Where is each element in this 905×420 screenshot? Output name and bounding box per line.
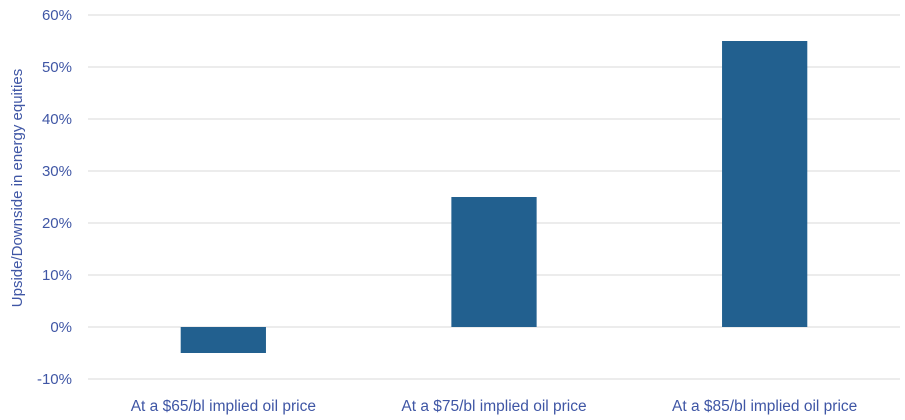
bars (180, 41, 808, 353)
y-tick-label: 0% (50, 319, 72, 336)
y-tick-label: 20% (42, 215, 72, 232)
x-axis-category-labels: At a $65/bl implied oil price At a $75/bl… (131, 398, 858, 415)
y-axis-label: Upside/Downside in energy equities (9, 69, 26, 307)
bar-1 (180, 327, 266, 353)
x-category-label: At a $65/bl implied oil price (131, 398, 316, 415)
y-tick-label: 50% (42, 59, 72, 76)
bar-2 (451, 197, 537, 327)
y-tick-label: 40% (42, 111, 72, 128)
y-tick-label: 30% (42, 163, 72, 180)
y-axis-tick-labels: -10% 0% 10% 20% 30% 40% 50% 60% (37, 7, 72, 388)
x-category-label: At a $85/bl implied oil price (672, 398, 857, 415)
bar-3 (722, 41, 808, 327)
y-tick-label: 10% (42, 267, 72, 284)
y-tick-label: 60% (42, 7, 72, 24)
x-category-label: At a $75/bl implied oil price (401, 398, 586, 415)
y-tick-label: -10% (37, 371, 72, 388)
